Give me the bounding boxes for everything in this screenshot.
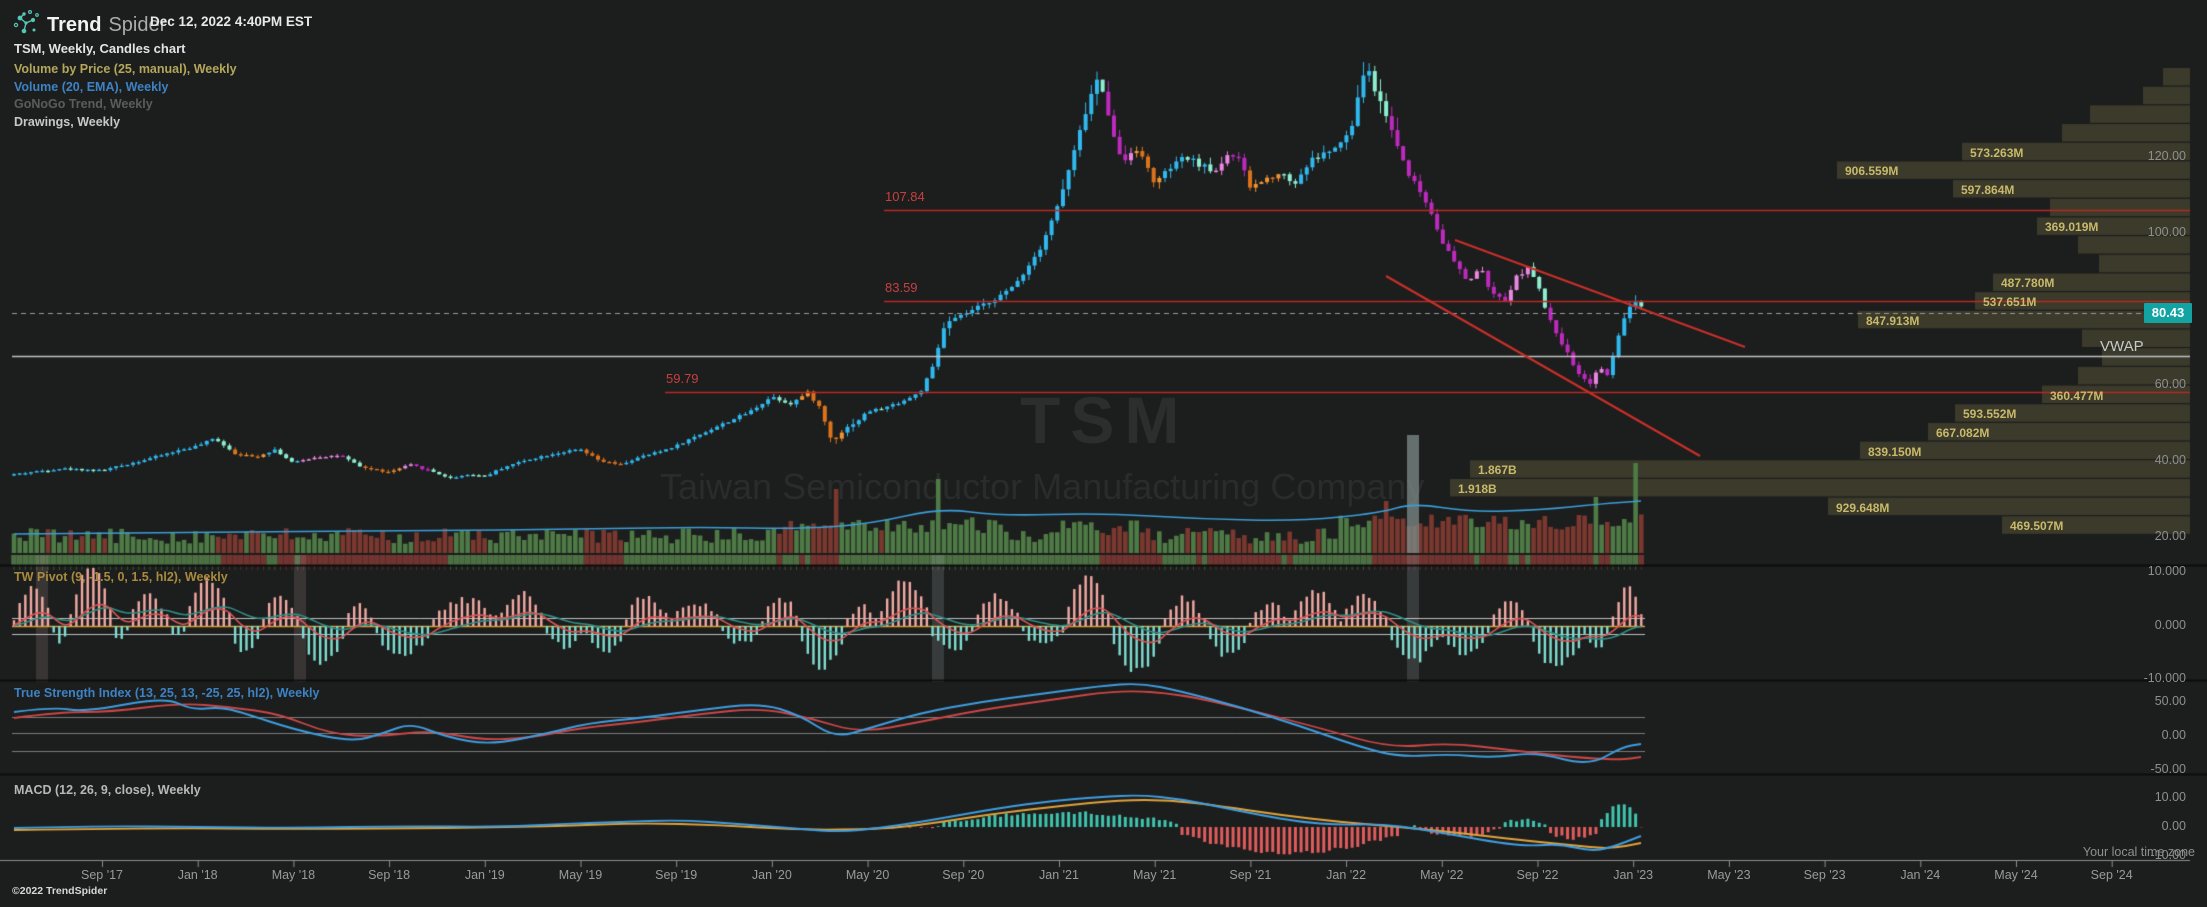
- price-axis-tick: 50.00: [2154, 694, 2186, 708]
- macd-label[interactable]: MACD (12, 26, 9, close), Weekly: [14, 783, 201, 797]
- volume-profile-value: 667.082M: [1936, 425, 1990, 440]
- chart-title[interactable]: TSM, Weekly, Candles chart: [14, 41, 186, 56]
- volume-profile-value: 1.918B: [1458, 481, 1497, 496]
- time-axis-tick: Sep '17: [80, 868, 123, 882]
- legend-item[interactable]: Drawings, Weekly: [14, 114, 121, 129]
- price-axis-tick: 100.00: [2147, 225, 2186, 239]
- legend-item[interactable]: Volume by Price (25, manual), Weekly: [14, 62, 237, 76]
- time-axis-tick: Sep '21: [1229, 868, 1272, 882]
- time-axis-tick: May '24: [1994, 868, 2038, 882]
- price-axis-tick: 0.00: [2161, 728, 2186, 742]
- price-axis-tick: 60.00: [2154, 377, 2186, 391]
- logo-text-bold: Trend: [47, 14, 102, 36]
- volume-profile-value: 847.913M: [1866, 313, 1920, 328]
- price-axis-tick: 10.00: [2154, 790, 2186, 804]
- time-axis-tick: Jan '19: [464, 868, 505, 882]
- current-price-badge[interactable]: 80.43: [2144, 303, 2192, 323]
- price-axis-tick: 0.000: [2154, 618, 2186, 632]
- time-axis-tick: May '19: [558, 868, 603, 882]
- time-axis-tick: Jan '22: [1326, 868, 1367, 882]
- price-level-label[interactable]: 107.84: [885, 189, 925, 204]
- time-axis-tick: Sep '24: [2090, 868, 2133, 882]
- tw-pivot-label[interactable]: TW Pivot (9, -1.5, 0, 1.5, hl2), Weekly: [14, 570, 228, 584]
- legend-item[interactable]: Volume (20, EMA), Weekly: [14, 79, 169, 94]
- price-axis-tick: 120.00: [2147, 149, 2186, 163]
- time-axis-tick: Jan '18: [177, 868, 218, 882]
- time-axis-tick: Jan '24: [1900, 868, 1941, 882]
- tsi-label[interactable]: True Strength Index (13, 25, 13, -25, 25…: [14, 686, 320, 700]
- volume-profile-value: 469.507M: [2010, 519, 2064, 534]
- time-axis-tick: May '21: [1132, 868, 1177, 882]
- time-axis-tick: Jan '20: [751, 868, 792, 882]
- vwap-label: VWAP: [2100, 338, 2144, 355]
- volume-profile-value: 929.648M: [1836, 500, 1890, 515]
- time-axis-tick: May '20: [845, 868, 890, 882]
- time-axis-tick: Jan '23: [1613, 868, 1654, 882]
- volume-profile-value: 573.263M: [1970, 145, 2024, 160]
- price-axis-tick: 10.000: [2147, 564, 2186, 578]
- price-axis-tick: 20.00: [2154, 529, 2186, 543]
- timezone-note[interactable]: Your local time zone: [2082, 845, 2195, 859]
- time-axis-tick: Sep '23: [1803, 868, 1846, 882]
- volume-profile-value: 1.867B: [1478, 463, 1517, 478]
- time-axis-tick: Sep '22: [1516, 868, 1559, 882]
- price-level-label[interactable]: 59.79: [666, 371, 699, 386]
- price-axis-tick: 0.00: [2161, 819, 2186, 833]
- volume-profile-value: 839.150M: [1868, 444, 1922, 459]
- volume-profile-value: 369.019M: [2045, 220, 2099, 235]
- time-axis-tick: May '23: [1707, 868, 1751, 882]
- volume-profile-value: 593.552M: [1963, 407, 2017, 422]
- volume-profile-value: 537.651M: [1983, 295, 2037, 310]
- time-axis-tick: Sep '19: [655, 868, 698, 882]
- trendspider-logo-icon: [12, 9, 40, 42]
- price-level-label[interactable]: 83.59: [885, 280, 918, 295]
- time-axis-tick: May '22: [1420, 868, 1464, 882]
- price-axis-tick: -50.00: [2150, 762, 2186, 776]
- price-axis-tick: -10.000: [2143, 671, 2186, 685]
- trendspider-logo[interactable]: Trend Spider: [12, 9, 166, 42]
- legend-item[interactable]: GoNoGo Trend, Weekly: [14, 97, 153, 111]
- volume-profile-value: 360.477M: [2050, 388, 2104, 403]
- time-axis-tick: May '18: [271, 868, 316, 882]
- chart-datetime: Dec 12, 2022 4:40PM EST: [150, 14, 313, 29]
- volume-profile-value: 597.864M: [1961, 183, 2015, 198]
- volume-profile-value: 906.559M: [1845, 164, 1899, 179]
- volume-profile-value: 487.780M: [2001, 276, 2055, 291]
- price-axis-tick: 40.00: [2154, 453, 2186, 467]
- time-axis-tick: Sep '20: [942, 868, 985, 882]
- time-axis-tick: Sep '18: [368, 868, 411, 882]
- time-axis-tick: Jan '21: [1039, 868, 1079, 882]
- price-axis-tick: -10.00: [2150, 848, 2186, 862]
- logo-text-light: Spider: [108, 14, 167, 36]
- copyright: ©2022 TrendSpider: [12, 885, 108, 897]
